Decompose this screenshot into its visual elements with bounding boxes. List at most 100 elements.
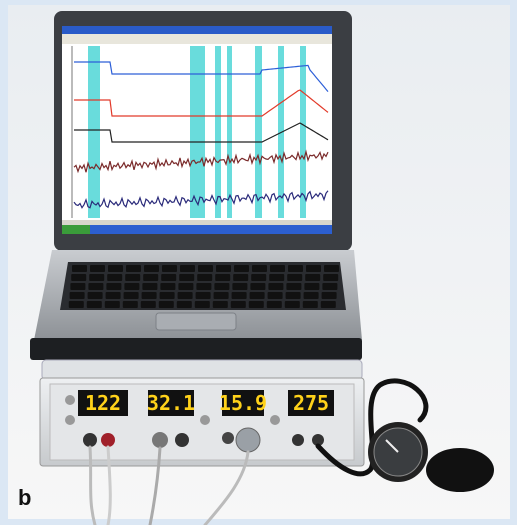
keys [68,265,339,308]
toolbar [62,34,332,44]
event-band [215,46,221,218]
key [177,292,193,299]
key [178,283,194,290]
knobs [65,395,324,453]
key [215,274,231,281]
key [214,283,230,290]
key [198,265,213,272]
touchpad [155,312,237,331]
key [140,301,156,308]
key [159,292,175,299]
display-value: 15.9 [219,391,267,415]
key [69,292,85,299]
key [87,292,103,299]
key [324,265,339,272]
key [71,274,87,281]
key [125,274,141,281]
bulb [426,448,494,492]
key [142,283,158,290]
key [176,301,192,308]
trace-brown [73,149,329,174]
display [222,390,264,416]
traces [73,61,329,209]
key [233,274,249,281]
trace-blue [74,61,329,92]
key [195,292,211,299]
key [287,274,303,281]
key [122,301,138,308]
key [249,292,265,299]
event-band [190,46,205,218]
key [234,265,249,272]
gauge-needle [385,439,399,453]
key [194,301,210,308]
display [78,390,128,416]
display [288,390,334,416]
key [269,274,285,281]
key [323,274,339,281]
key [107,274,123,281]
key [288,265,303,272]
key [108,265,123,272]
event-band [255,46,262,218]
key [158,301,174,308]
key [305,274,321,281]
start-button [62,225,90,234]
key [285,292,301,299]
key [231,292,247,299]
key [284,301,300,308]
laptop-bottom [30,338,362,360]
key [141,292,157,299]
key [105,292,121,299]
key [286,283,302,290]
device-tray [41,359,363,381]
key [70,283,86,290]
key [250,283,266,290]
key [197,274,213,281]
key [90,265,105,272]
key [88,283,104,290]
key [68,301,84,308]
display-value: 275 [293,391,329,415]
display-value: 32.1 [147,391,195,415]
key [232,283,248,290]
key [213,292,229,299]
cables [88,378,429,525]
trace-navy [73,190,329,209]
key [123,292,139,299]
key [216,265,231,272]
key [196,283,212,290]
key [320,301,336,308]
key [144,265,159,272]
displays: 122 32.1 15.9 275 [78,390,334,416]
trace-red [74,89,329,117]
key [266,301,282,308]
title-bar [62,26,332,34]
key [143,274,159,281]
key [306,265,321,272]
display-value: 122 [85,391,121,415]
event-band [88,46,100,218]
key [86,301,102,308]
status-bar [62,220,332,225]
key [160,283,176,290]
key [161,274,177,281]
key [126,265,141,272]
key [180,265,195,272]
key [268,283,284,290]
key [179,274,195,281]
event-band [227,46,232,218]
key [321,292,337,299]
key [230,301,246,308]
key [212,301,228,308]
key [124,283,140,290]
display [148,390,194,416]
key [104,301,120,308]
key [162,265,177,272]
key [248,301,264,308]
panel-label: b [18,485,31,510]
key [106,283,122,290]
key [267,292,283,299]
key [304,283,320,290]
